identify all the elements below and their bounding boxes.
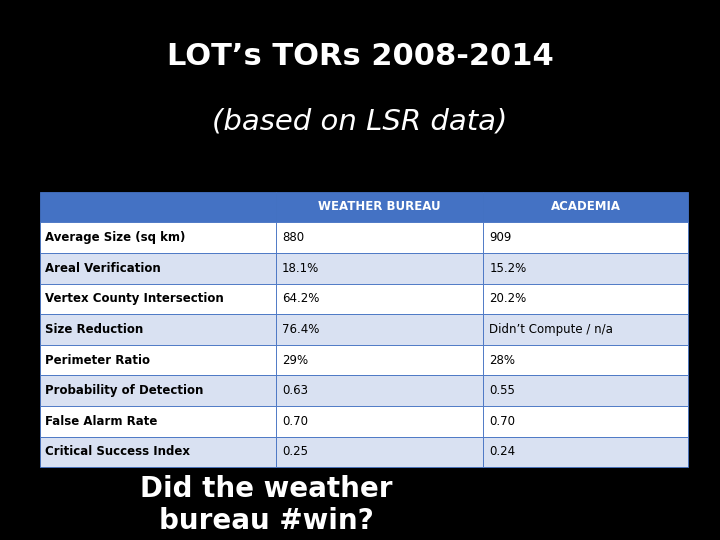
Text: Critical Success Index: Critical Success Index <box>45 446 190 458</box>
Text: 28%: 28% <box>490 354 516 367</box>
Text: WEATHER BUREAU: WEATHER BUREAU <box>318 200 441 213</box>
Text: 15.2%: 15.2% <box>490 262 526 275</box>
Text: Didn’t Compute / n/a: Didn’t Compute / n/a <box>490 323 613 336</box>
Text: 0.70: 0.70 <box>490 415 516 428</box>
FancyBboxPatch shape <box>484 375 688 406</box>
Text: Did the weather
bureau #win?: Did the weather bureau #win? <box>140 475 392 535</box>
FancyBboxPatch shape <box>40 314 276 345</box>
Text: (based on LSR data): (based on LSR data) <box>212 107 508 136</box>
Text: 880: 880 <box>282 231 304 244</box>
Text: 0.25: 0.25 <box>282 446 308 458</box>
FancyBboxPatch shape <box>276 222 484 253</box>
Text: Areal Verification: Areal Verification <box>45 262 161 275</box>
Text: 29%: 29% <box>282 354 308 367</box>
Text: ACADEMIA: ACADEMIA <box>551 200 621 213</box>
FancyBboxPatch shape <box>276 345 484 375</box>
FancyBboxPatch shape <box>40 406 276 436</box>
FancyBboxPatch shape <box>484 284 688 314</box>
Text: 20.2%: 20.2% <box>490 292 526 305</box>
Text: Size Reduction: Size Reduction <box>45 323 143 336</box>
Text: 0.24: 0.24 <box>490 446 516 458</box>
FancyBboxPatch shape <box>484 314 688 345</box>
FancyBboxPatch shape <box>40 436 276 467</box>
Text: 76.4%: 76.4% <box>282 323 319 336</box>
FancyBboxPatch shape <box>276 253 484 284</box>
Text: Perimeter Ratio: Perimeter Ratio <box>45 354 150 367</box>
FancyBboxPatch shape <box>276 314 484 345</box>
FancyBboxPatch shape <box>276 192 484 222</box>
FancyBboxPatch shape <box>276 375 484 406</box>
Text: 0.70: 0.70 <box>282 415 308 428</box>
Text: 64.2%: 64.2% <box>282 292 319 305</box>
FancyBboxPatch shape <box>484 192 688 222</box>
Text: 909: 909 <box>490 231 512 244</box>
Text: LOT’s TORs 2008-2014: LOT’s TORs 2008-2014 <box>166 42 554 71</box>
Text: 0.55: 0.55 <box>490 384 515 397</box>
Text: Probability of Detection: Probability of Detection <box>45 384 204 397</box>
FancyBboxPatch shape <box>40 222 276 253</box>
FancyBboxPatch shape <box>276 436 484 467</box>
Text: 0.63: 0.63 <box>282 384 308 397</box>
FancyBboxPatch shape <box>40 345 276 375</box>
FancyBboxPatch shape <box>40 284 276 314</box>
FancyBboxPatch shape <box>40 253 276 284</box>
FancyBboxPatch shape <box>484 345 688 375</box>
FancyBboxPatch shape <box>276 284 484 314</box>
FancyBboxPatch shape <box>40 375 276 406</box>
Text: Vertex County Intersection: Vertex County Intersection <box>45 292 224 305</box>
FancyBboxPatch shape <box>484 222 688 253</box>
FancyBboxPatch shape <box>484 406 688 436</box>
Text: 18.1%: 18.1% <box>282 262 319 275</box>
FancyBboxPatch shape <box>276 406 484 436</box>
Text: False Alarm Rate: False Alarm Rate <box>45 415 158 428</box>
FancyBboxPatch shape <box>40 192 276 222</box>
FancyBboxPatch shape <box>484 253 688 284</box>
FancyBboxPatch shape <box>484 436 688 467</box>
Text: Average Size (sq km): Average Size (sq km) <box>45 231 186 244</box>
